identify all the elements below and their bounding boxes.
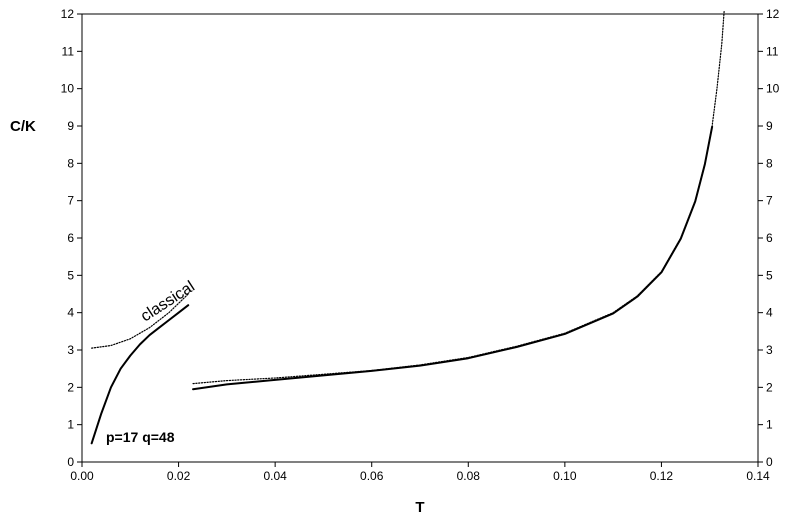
x-tick-label: 0.04 [263, 469, 287, 483]
x-tick-label: 0.14 [746, 469, 770, 483]
y-tick-label-left: 3 [67, 343, 74, 357]
y-tick-label-right: 9 [766, 119, 773, 133]
pq-annotation: p=17 q=48 [106, 429, 175, 445]
y-tick-label-left: 9 [67, 119, 74, 133]
y-tick-label-left: 6 [67, 231, 74, 245]
x-tick-label: 0.06 [360, 469, 384, 483]
y-tick-label-right: 5 [766, 268, 773, 282]
series-line-0 [91, 293, 189, 349]
y-tick-label-left: 5 [67, 268, 74, 282]
y-tick-label-right: 12 [766, 7, 780, 21]
y-tick-label-left: 11 [62, 44, 75, 58]
y-tick-label-right: 11 [766, 44, 779, 58]
y-tick-label-left: 7 [67, 194, 74, 208]
y-tick-label-left: 4 [67, 306, 74, 320]
y-tick-label-right: 3 [766, 343, 773, 357]
x-tick-label: 0.08 [457, 469, 481, 483]
series-line-3 [192, 125, 714, 391]
y-tick-label-left: 12 [61, 7, 75, 21]
plot-frame [81, 13, 759, 463]
x-axis: 0.00 0.02 0.04 0.06 0.08 0.10 0.12 0.14 [70, 462, 770, 483]
x-axis-label: T [415, 499, 424, 516]
y-tick-label-left: 0 [67, 455, 74, 469]
series-line-2 [192, 9, 725, 385]
x-tick-label: 0.12 [650, 469, 674, 483]
y-tick-label-right: 1 [766, 418, 773, 432]
classical-annotation: classical [138, 278, 198, 325]
y-tick-label-left: 2 [67, 380, 74, 394]
y-tick-label-right: 10 [766, 82, 780, 96]
y-tick-label-right: 2 [766, 380, 773, 394]
x-tick-label: 0.10 [553, 469, 577, 483]
y-tick-label-right: 4 [766, 306, 773, 320]
x-tick-label: 0.02 [167, 469, 191, 483]
y-tick-label-left: 1 [67, 418, 74, 432]
y-tick-label-right: 8 [766, 156, 773, 170]
x-tick-label: 0.00 [70, 469, 94, 483]
y-tick-label-right: 0 [766, 455, 773, 469]
series-line-1 [90, 304, 190, 445]
y-tick-label-right: 7 [766, 194, 773, 208]
y-tick-label-right: 6 [766, 231, 773, 245]
y-tick-label-left: 10 [61, 82, 75, 96]
y-tick-label-left: 8 [67, 156, 74, 170]
series-layer [90, 9, 725, 445]
y-axis-label: C/K [10, 118, 36, 135]
